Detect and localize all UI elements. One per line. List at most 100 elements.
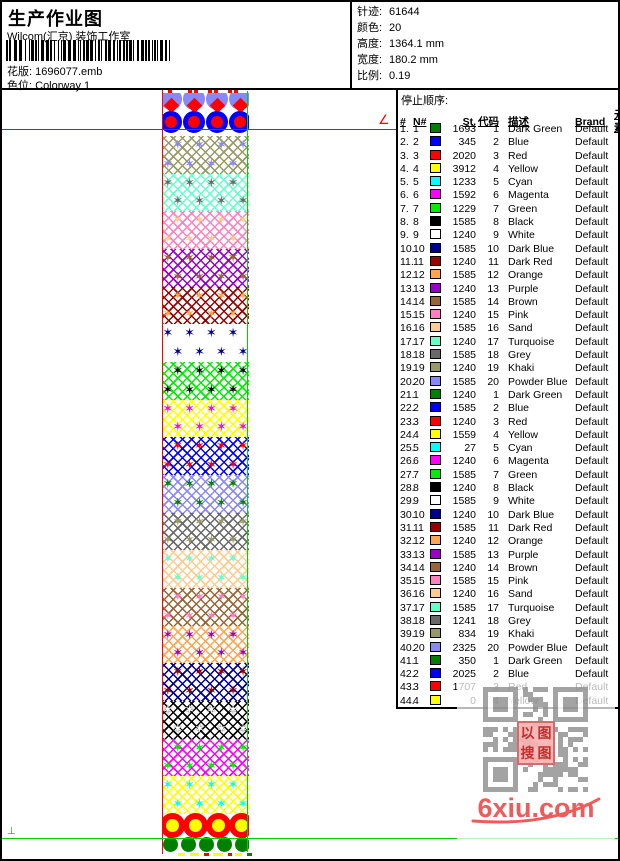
row-needle: 9 xyxy=(413,229,430,242)
star-row: ✶✶✶✶ xyxy=(162,701,244,720)
row-code: 9 xyxy=(478,495,502,508)
row-description: Brown xyxy=(502,562,574,575)
star-motif: ✶ xyxy=(228,478,239,491)
thread-color-swatch xyxy=(430,615,441,625)
row-needle: 6 xyxy=(413,455,430,468)
star-motif: ✶ xyxy=(216,365,227,378)
star-row: ✶✶✶✶ xyxy=(167,362,249,381)
table-row: 16.16158516SandDefault xyxy=(398,322,620,335)
row-swatch-cell xyxy=(430,668,446,681)
row-description: Pink xyxy=(502,575,574,588)
design-band: ✶✶✶✶✶✶✶✶ xyxy=(162,362,249,400)
row-description: Pink xyxy=(502,309,574,322)
star-row: ✶✶✶✶ xyxy=(162,776,244,795)
row-description: Magenta xyxy=(502,189,574,202)
row-code: 19 xyxy=(478,362,502,375)
star-motif: ✶ xyxy=(206,308,217,321)
row-stitches: 1240 xyxy=(446,229,478,242)
design-band: ✶✶✶✶✶✶✶✶ xyxy=(162,739,249,777)
row-needle: 10 xyxy=(413,243,430,256)
row-swatch-cell xyxy=(430,176,446,189)
row-brand: Default xyxy=(574,269,614,282)
trim-dash xyxy=(194,90,198,93)
row-seq: 33. xyxy=(398,549,413,562)
row-code: 18 xyxy=(478,349,502,362)
thread-color-swatch xyxy=(430,349,441,359)
star-row: ✶✶✶✶ xyxy=(162,400,244,419)
star-motif: ✶ xyxy=(194,195,205,208)
row-swatch-cell xyxy=(430,549,446,562)
row-description: Dark Blue xyxy=(502,243,574,256)
row-stitches: 1240 xyxy=(446,482,478,495)
thread-color-swatch xyxy=(430,123,441,133)
row-description: Khaki xyxy=(502,362,574,375)
star-row: ✶✶✶✶ xyxy=(167,419,249,438)
table-row: 6.615926MagentaDefault xyxy=(398,189,620,202)
star-motif: ✶ xyxy=(228,252,239,265)
row-seq: 18. xyxy=(398,349,413,362)
row-brand: Default xyxy=(574,655,614,668)
row-code: 19 xyxy=(478,628,502,641)
star-motif: ✶ xyxy=(172,365,183,378)
header-left: 生产作业图 Wilcom(汇京) 装饰工作室 花版: 1696077.emb 色… xyxy=(2,2,350,88)
row-stitches: 1693 xyxy=(446,123,478,136)
table-row: 14.14158514BrownDefault xyxy=(398,296,620,309)
row-needle: 5 xyxy=(413,442,430,455)
row-swatch-cell xyxy=(430,269,446,282)
thread-color-swatch xyxy=(430,269,441,279)
thread-color-swatch xyxy=(430,322,441,332)
row-seq: 38. xyxy=(398,615,413,628)
seal-character: 搜 xyxy=(521,746,535,760)
row-needle: 8 xyxy=(413,216,430,229)
star-motif: ✶ xyxy=(194,516,205,529)
star-motif: ✶ xyxy=(216,271,227,284)
stat-row: 高度:1364.1 mm xyxy=(357,36,618,52)
star-motif: ✶ xyxy=(172,516,183,529)
row-needle: 14 xyxy=(413,296,430,309)
table-row: 32.12124012OrangeDefault xyxy=(398,535,620,548)
row-code: 11 xyxy=(478,256,502,269)
table-row: 9.912409WhiteDefault xyxy=(398,229,620,242)
trim-dash xyxy=(235,853,242,856)
table-row: 34.14124014BrownDefault xyxy=(398,562,620,575)
table-row: 41.13501Dark GreenDefault xyxy=(398,655,620,668)
thread-color-swatch xyxy=(430,243,441,253)
row-brand: Default xyxy=(574,602,614,615)
row-needle: 1 xyxy=(413,123,430,136)
thread-color-swatch xyxy=(430,469,441,479)
thread-color-swatch xyxy=(430,681,441,691)
row-needle: 3 xyxy=(413,681,430,694)
row-swatch-cell xyxy=(430,522,446,535)
row-brand: Default xyxy=(574,615,614,628)
star-motif: ✶ xyxy=(206,629,217,642)
star-motif: ✶ xyxy=(194,798,205,811)
row-swatch-cell xyxy=(430,256,446,269)
star-motif: ✶ xyxy=(194,440,205,453)
star-motif: ✶ xyxy=(228,685,239,698)
row-seq: 3. xyxy=(398,150,413,163)
colorway-value: Colorway 1 xyxy=(35,80,90,92)
row-needle: 11 xyxy=(413,256,430,269)
thread-color-swatch xyxy=(430,362,441,372)
thread-color-swatch xyxy=(430,602,441,612)
row-brand: Default xyxy=(574,123,614,136)
star-motif: ✶ xyxy=(228,233,239,246)
row-stitches: 1585 xyxy=(446,296,478,309)
row-seq: 14. xyxy=(398,296,413,309)
star-motif: ✶ xyxy=(162,534,173,547)
star-motif: ✶ xyxy=(184,779,195,792)
row-stitches: 834 xyxy=(446,628,478,641)
row-stitches: 1585 xyxy=(446,549,478,562)
row-needle: 7 xyxy=(413,203,430,216)
row-stitches: 27 xyxy=(446,442,478,455)
table-row: 35.15158515PinkDefault xyxy=(398,575,620,588)
star-motif: ✶ xyxy=(216,440,227,453)
design-band: ✶✶✶✶✶✶✶✶ xyxy=(162,287,249,325)
stat-label: 宽度: xyxy=(357,52,389,68)
row-seq: 40. xyxy=(398,642,413,655)
row-brand: Default xyxy=(574,376,614,389)
table-row: 25.5275CyanDefault xyxy=(398,442,620,455)
star-row: ✶✶✶✶ xyxy=(162,607,244,626)
row-code: 4 xyxy=(478,163,502,176)
row-swatch-cell xyxy=(430,123,446,136)
